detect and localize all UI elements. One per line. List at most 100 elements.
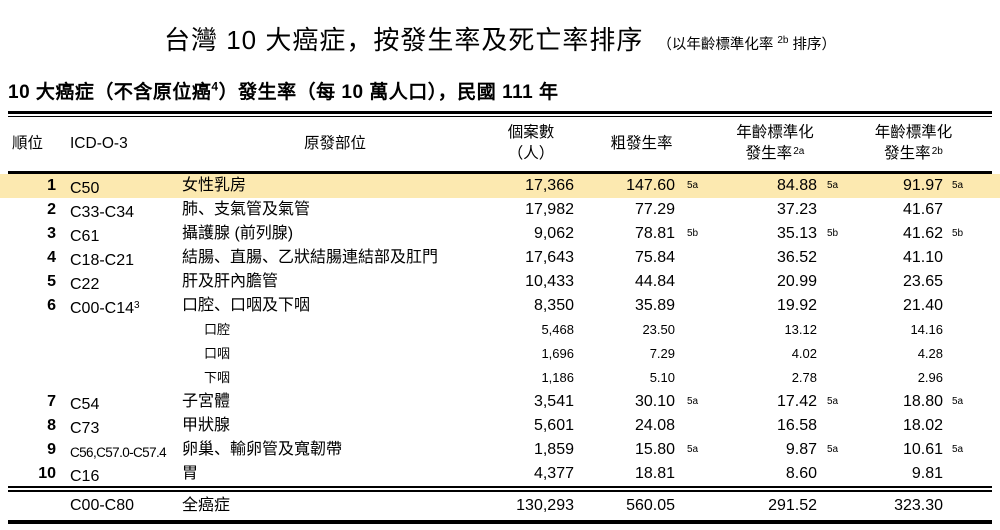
asr-2b-footnote-mark: 5a — [951, 390, 992, 420]
header-asr-2b-line1: 年齡標準化 — [874, 124, 953, 142]
title-note-superscript: 2b — [777, 35, 789, 47]
total-cases-cell: 130,293 — [516, 497, 574, 514]
total-asr-2a-cell: 291.52 — [768, 497, 817, 514]
crude-rate-footnote-mark — [681, 294, 721, 321]
table-row: 5 C22 肝及肝內膽管 10,433 44.84 20.99 23.65 — [8, 270, 992, 294]
cases-cell: 17,982 — [525, 201, 574, 218]
crude-rate-footnote-mark: 5a — [681, 174, 721, 204]
header-asr-2b: 年齡標準化 發生率2b — [865, 123, 992, 165]
asr-2b-footnote-text: 5a — [952, 396, 964, 407]
header-rank: 順位 — [12, 134, 44, 152]
cases-cell: 17,366 — [525, 177, 574, 194]
crude-rate-footnote-mark — [681, 462, 721, 489]
asr-2a-footnote-text: 5b — [827, 228, 839, 239]
header-asr-2b-line2: 發生率2b — [865, 144, 962, 165]
header-crude-rate: 粗發生率 — [610, 134, 673, 152]
site-cell: 肝及肝內膽管 — [182, 273, 279, 290]
table-row: 7 C54 子宮體 3,541 30.10 5a 17.42 5a 18.80 … — [8, 390, 992, 414]
cases-cell: 8,350 — [533, 297, 574, 314]
site-cell: 口腔、口咽及下咽 — [182, 297, 311, 314]
crude-rate-footnote-mark — [681, 246, 721, 273]
icd-cell: C16 — [70, 462, 182, 489]
crude-rate-footnote-text: 5b — [687, 228, 699, 239]
header-cases: 個案數 （人） — [488, 123, 586, 165]
asr-2b-cell: 18.80 — [902, 393, 943, 410]
table-row: 8 C73 甲狀腺 5,601 24.08 16.58 18.02 — [8, 414, 992, 438]
asr-2a-footnote-text: 5a — [827, 396, 839, 407]
asr-2a-footnote-text: 5a — [827, 444, 839, 455]
header-asr-2b-superscript: 2b — [931, 146, 943, 157]
total-asr-2a-footnote-mark — [825, 492, 865, 520]
title-sort-note: （以年齡標準化率 2b 排序） — [657, 33, 836, 54]
rank-cell: 8 — [47, 417, 56, 434]
icd-cell — [70, 342, 182, 366]
asr-2a-footnote-mark — [825, 414, 865, 441]
crude-rate-footnote-text: 5a — [687, 444, 699, 455]
icd-cell: C61 — [70, 222, 182, 252]
asr-2b-footnote-mark: 5a — [951, 174, 992, 204]
asr-2a-footnote-mark — [825, 294, 865, 321]
icd-cell: C22 — [70, 270, 182, 297]
total-rank-cell — [8, 492, 70, 520]
icd-cell: C00-C143 — [70, 294, 182, 321]
page-title: 台灣 10 大癌症，按發生率及死亡率排序 — [163, 25, 644, 55]
icd-superscript: 3 — [134, 300, 140, 311]
site-cell: 下咽 — [204, 370, 231, 385]
cases-cell: 10,433 — [525, 273, 574, 290]
cases-cell: 9,062 — [533, 225, 574, 242]
asr-2b-cell: 4.28 — [917, 346, 943, 361]
icd-code: C56,C57.0-C57.4 — [70, 445, 167, 460]
asr-2b-cell: 23.65 — [902, 273, 943, 290]
cases-cell: 4,377 — [533, 465, 574, 482]
crude-rate-footnote-mark — [681, 198, 721, 225]
site-cell: 子宮體 — [182, 393, 231, 410]
icd-code: C22 — [70, 276, 100, 293]
crude-rate-cell: 75.84 — [634, 249, 675, 266]
rank-cell — [8, 366, 70, 390]
asr-2a-cell: 16.58 — [776, 417, 817, 434]
icd-cell: C50 — [70, 174, 182, 204]
crude-rate-cell: 35.89 — [634, 297, 675, 314]
crude-rate-cell: 44.84 — [634, 273, 675, 290]
site-cell: 甲狀腺 — [182, 417, 231, 434]
bottom-rule — [8, 520, 992, 524]
table-subtitle: 10 大癌症（不含原位癌4）發生率（每 10 萬人口），民國 111 年 — [8, 77, 992, 104]
asr-2a-cell: 8.60 — [785, 465, 817, 482]
header-site: 原發部位 — [303, 134, 366, 152]
cases-cell: 17,643 — [525, 249, 574, 266]
crude-rate-cell: 24.08 — [634, 417, 675, 434]
crude-rate-cell: 77.29 — [634, 201, 675, 218]
asr-2b-footnote-text: 5b — [952, 228, 964, 239]
asr-2a-cell: 4.02 — [791, 346, 817, 361]
table-row: 9 C56,C57.0-C57.4 卵巢、輸卵管及寬韌帶 1,859 15.80… — [8, 438, 992, 462]
asr-2a-footnote-mark — [825, 462, 865, 489]
asr-2b-footnote-mark — [951, 270, 992, 297]
asr-2b-cell: 41.67 — [902, 201, 943, 218]
table-subrow: 下咽 1,186 5.10 2.78 2.96 — [8, 366, 992, 390]
crude-rate-cell: 7.29 — [649, 346, 675, 361]
asr-2a-footnote-mark — [825, 246, 865, 273]
asr-2a-footnote-mark — [825, 198, 865, 225]
table-row: 3 C61 攝護腺 (前列腺) 9,062 78.81 5b 35.13 5b … — [8, 222, 992, 246]
asr-2b-footnote-mark — [951, 414, 992, 441]
asr-2b-footnote-mark — [951, 342, 992, 366]
asr-2a-cell: 9.87 — [785, 441, 817, 458]
cases-cell: 5,468 — [541, 322, 574, 337]
site-cell: 胃 — [182, 465, 199, 482]
crude-rate-footnote-text: 5a — [687, 180, 699, 191]
icd-cell: C54 — [70, 390, 182, 420]
icd-cell: C56,C57.0-C57.4 — [70, 438, 182, 468]
asr-2a-footnote-mark: 5a — [825, 438, 865, 468]
crude-rate-footnote-text: 5a — [687, 396, 699, 407]
asr-2b-footnote-mark — [951, 198, 992, 225]
table-subrow: 口腔 5,468 23.50 13.12 14.16 — [8, 318, 992, 342]
rank-cell: 4 — [47, 249, 56, 266]
total-site-cell: 全癌症 — [182, 497, 231, 514]
icd-cell — [70, 366, 182, 390]
asr-2b-cell: 41.10 — [902, 249, 943, 266]
crude-rate-cell: 30.10 — [634, 393, 675, 410]
asr-2b-footnote-mark — [951, 294, 992, 321]
crude-rate-footnote-mark: 5a — [681, 438, 721, 468]
asr-2a-cell: 13.12 — [784, 322, 817, 337]
asr-2b-footnote-text: 5a — [952, 444, 964, 455]
